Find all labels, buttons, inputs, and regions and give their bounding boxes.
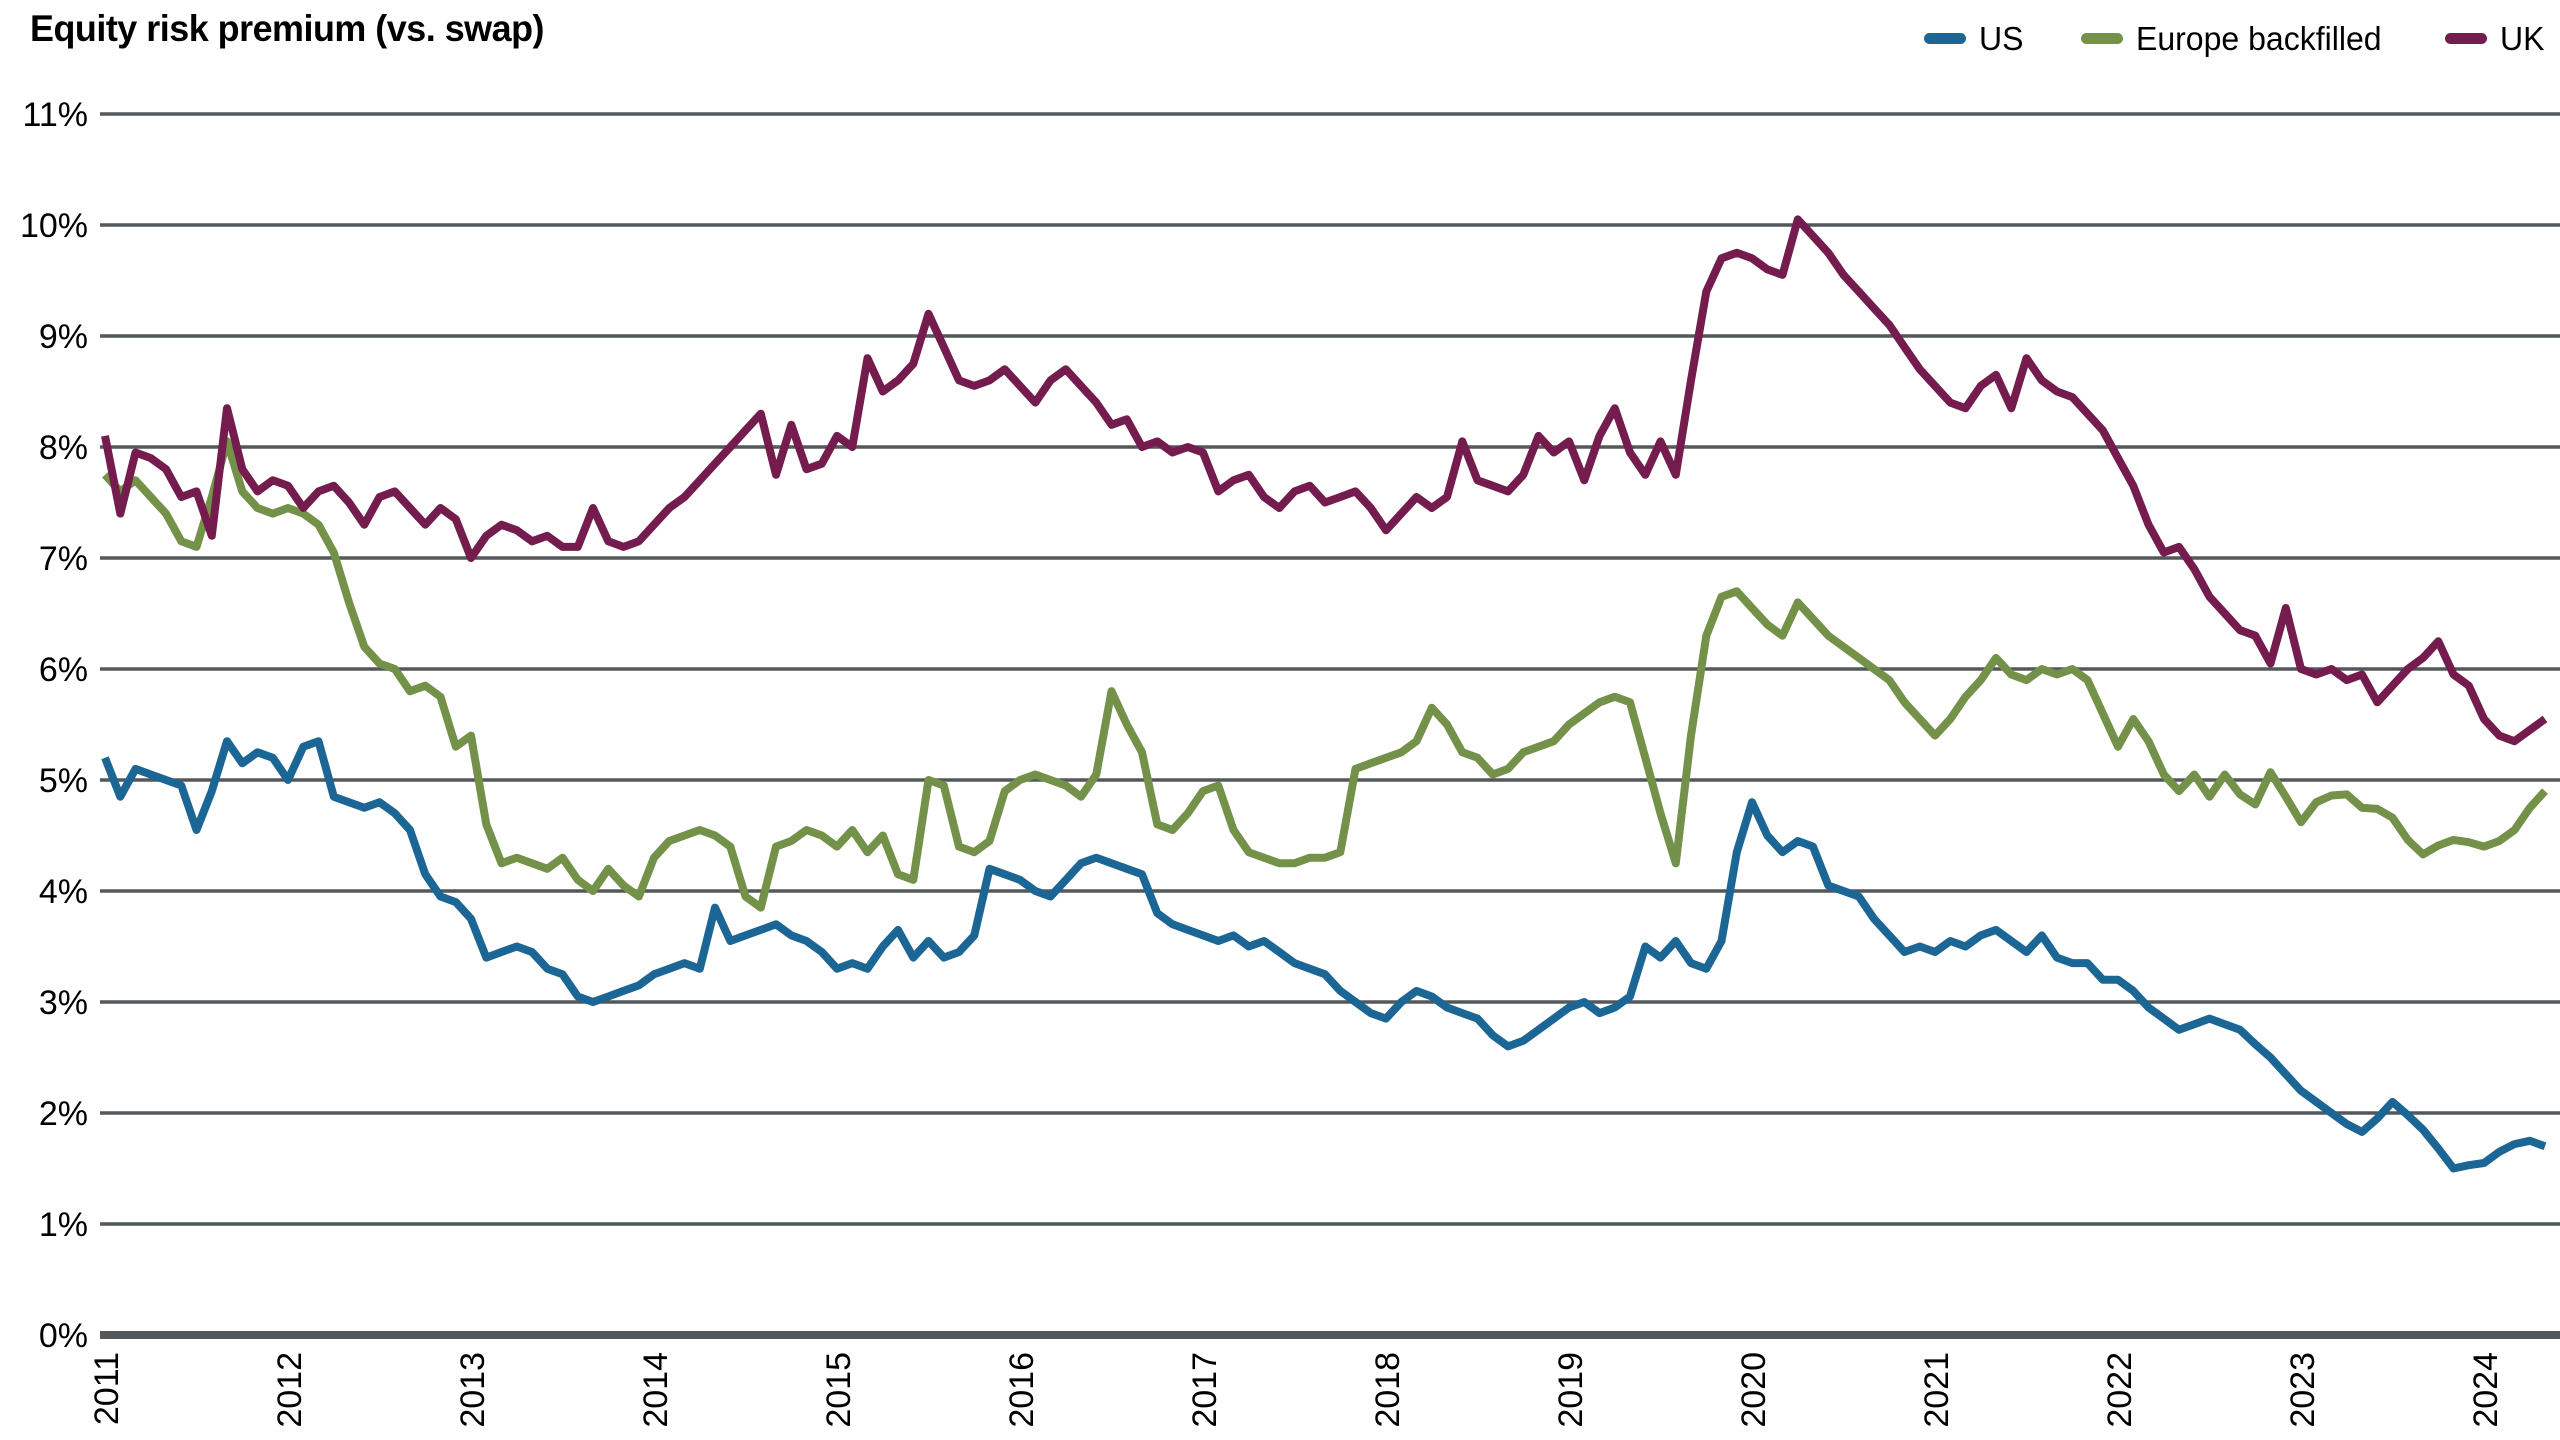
y-axis-label-0%: 0% (39, 1317, 88, 1355)
x-axis-label-2014: 2014 (637, 1352, 675, 1428)
y-axis-label-1%: 1% (39, 1206, 88, 1244)
legend-item-uk: UK (2445, 22, 2546, 55)
legend-label-europe-backfilled: Europe backfilled (2136, 20, 2382, 57)
y-axis-label-7%: 7% (39, 540, 88, 578)
chart-header: Equity risk premium (vs. swap) US Europe… (0, 0, 2560, 72)
x-axis-label-2016: 2016 (1003, 1352, 1041, 1428)
x-axis-label-2022: 2022 (2101, 1352, 2139, 1428)
us-series-swatch-icon (1924, 33, 1967, 44)
x-axis-label-2019: 2019 (1552, 1352, 1590, 1428)
uk-line (101, 215, 2548, 746)
y-axis-label-3%: 3% (39, 984, 88, 1022)
legend-label-us: US (1979, 20, 2024, 57)
legend-label-uk: UK (2500, 20, 2545, 57)
y-axis-label-4%: 4% (39, 873, 88, 911)
x-axis-label-2020: 2020 (1735, 1352, 1773, 1428)
x-axis-label-2024: 2024 (2467, 1352, 2505, 1428)
x-axis-label-2013: 2013 (454, 1352, 492, 1428)
y-axis-label-9%: 9% (39, 318, 88, 356)
x-axis-label-2011: 2011 (88, 1352, 126, 1425)
y-axis-label-2%: 2% (39, 1095, 88, 1133)
y-axis-label-6%: 6% (39, 651, 88, 689)
chart-title: Equity risk premium (vs. swap) (30, 8, 544, 49)
europe-backfilled-line (102, 437, 2548, 912)
y-axis-label-8%: 8% (39, 429, 88, 467)
x-axis-label-2015: 2015 (820, 1352, 858, 1428)
x-axis-label-2012: 2012 (271, 1352, 309, 1428)
x-axis-label-2017: 2017 (1186, 1352, 1224, 1428)
y-axis-label-5%: 5% (39, 762, 88, 800)
europe-series-swatch-icon (2081, 33, 2123, 44)
uk-series-swatch-icon (2445, 33, 2488, 44)
x-axis-label-2021: 2021 (1918, 1352, 1956, 1428)
us-line (101, 737, 2547, 1173)
x-axis-label-2023: 2023 (2284, 1352, 2322, 1428)
x-axis-label-2018: 2018 (1369, 1352, 1407, 1428)
y-axis-label-10%: 10% (20, 207, 88, 245)
legend-item-europe-backfilled: Europe backfilled (2081, 22, 2389, 55)
y-axis-label-11%: 11% (22, 96, 88, 134)
legend-item-us: US (1924, 22, 2025, 55)
legend: US Europe backfilled UK (1924, 22, 2546, 55)
